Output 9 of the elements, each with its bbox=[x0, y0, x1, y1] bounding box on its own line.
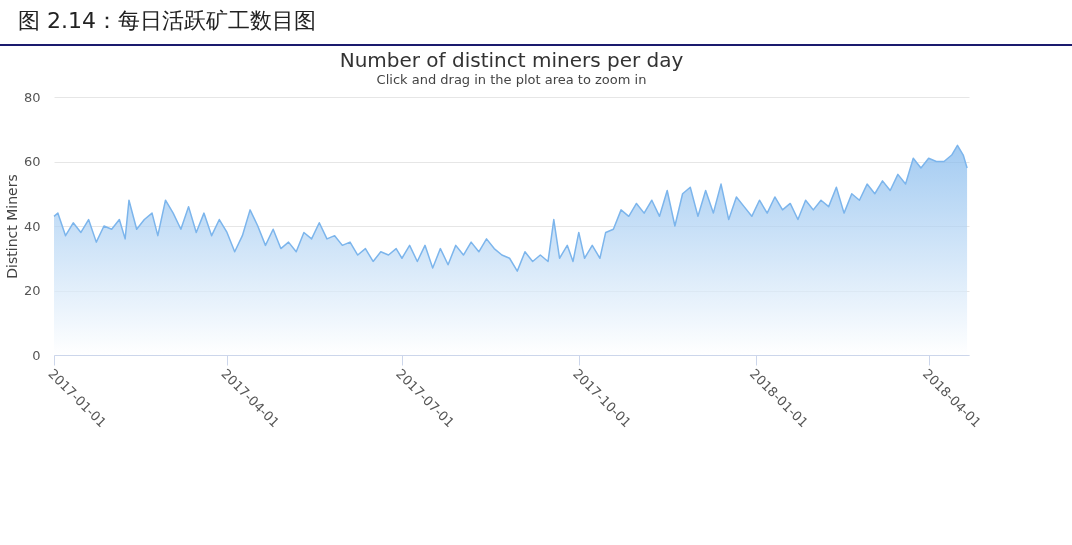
y-tick-label: 20 bbox=[23, 283, 41, 298]
chart-title: Number of distinct miners per day bbox=[339, 48, 684, 72]
y-tick-label: 40 bbox=[23, 218, 41, 234]
y-tick-label: 60 bbox=[23, 154, 41, 169]
chart-subtitle: Click and drag in the plot area to zoom in bbox=[376, 72, 647, 87]
caption: 图 2.14：每日活跃矿工数目图 bbox=[0, 0, 1072, 46]
y-tick-label: 0 bbox=[32, 347, 41, 363]
y-axis-title: Distinct Miners bbox=[3, 174, 20, 279]
y-tick-label: 80 bbox=[23, 89, 41, 105]
